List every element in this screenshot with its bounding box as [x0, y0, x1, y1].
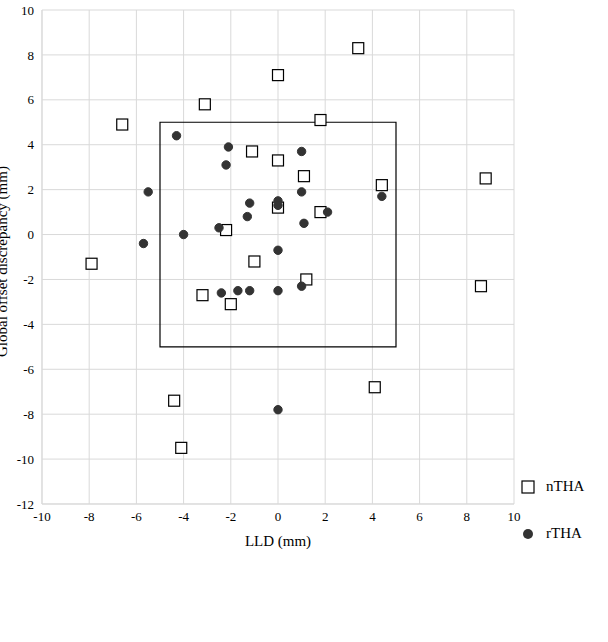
svg-text:-8: -8: [23, 407, 34, 422]
svg-text:LLD (mm): LLD (mm): [245, 533, 311, 550]
html-text:rTHA: rTHA: [546, 525, 582, 541]
svg-text:8: 8: [28, 48, 35, 63]
svg-text:-4: -4: [178, 509, 189, 524]
svg-text:10: 10: [508, 509, 521, 524]
svg-text:0: 0: [275, 509, 282, 524]
svg-text:-8: -8: [84, 509, 95, 524]
svg-text:2: 2: [322, 509, 329, 524]
svg-text:-10: -10: [17, 452, 34, 467]
svg-text:-6: -6: [131, 509, 142, 524]
svg-text:6: 6: [416, 509, 423, 524]
svg-text:-6: -6: [23, 362, 34, 377]
svg-text:-10: -10: [33, 509, 50, 524]
svg-text:-2: -2: [23, 272, 34, 287]
svg-text:-12: -12: [17, 497, 34, 512]
svg-text:10: 10: [21, 3, 34, 18]
svg-text:-2: -2: [225, 509, 236, 524]
svg-text:-4: -4: [23, 317, 34, 332]
svg-text:4: 4: [28, 137, 35, 152]
svg-text:Global offset discrepancy (mm): Global offset discrepancy (mm): [8, 166, 11, 357]
svg-text:6: 6: [28, 92, 35, 107]
svg-text:2: 2: [28, 182, 35, 197]
svg-text:0: 0: [28, 227, 35, 242]
svg-text:4: 4: [369, 509, 376, 524]
html-text:nTHA: nTHA: [546, 478, 585, 494]
svg-text:8: 8: [464, 509, 471, 524]
